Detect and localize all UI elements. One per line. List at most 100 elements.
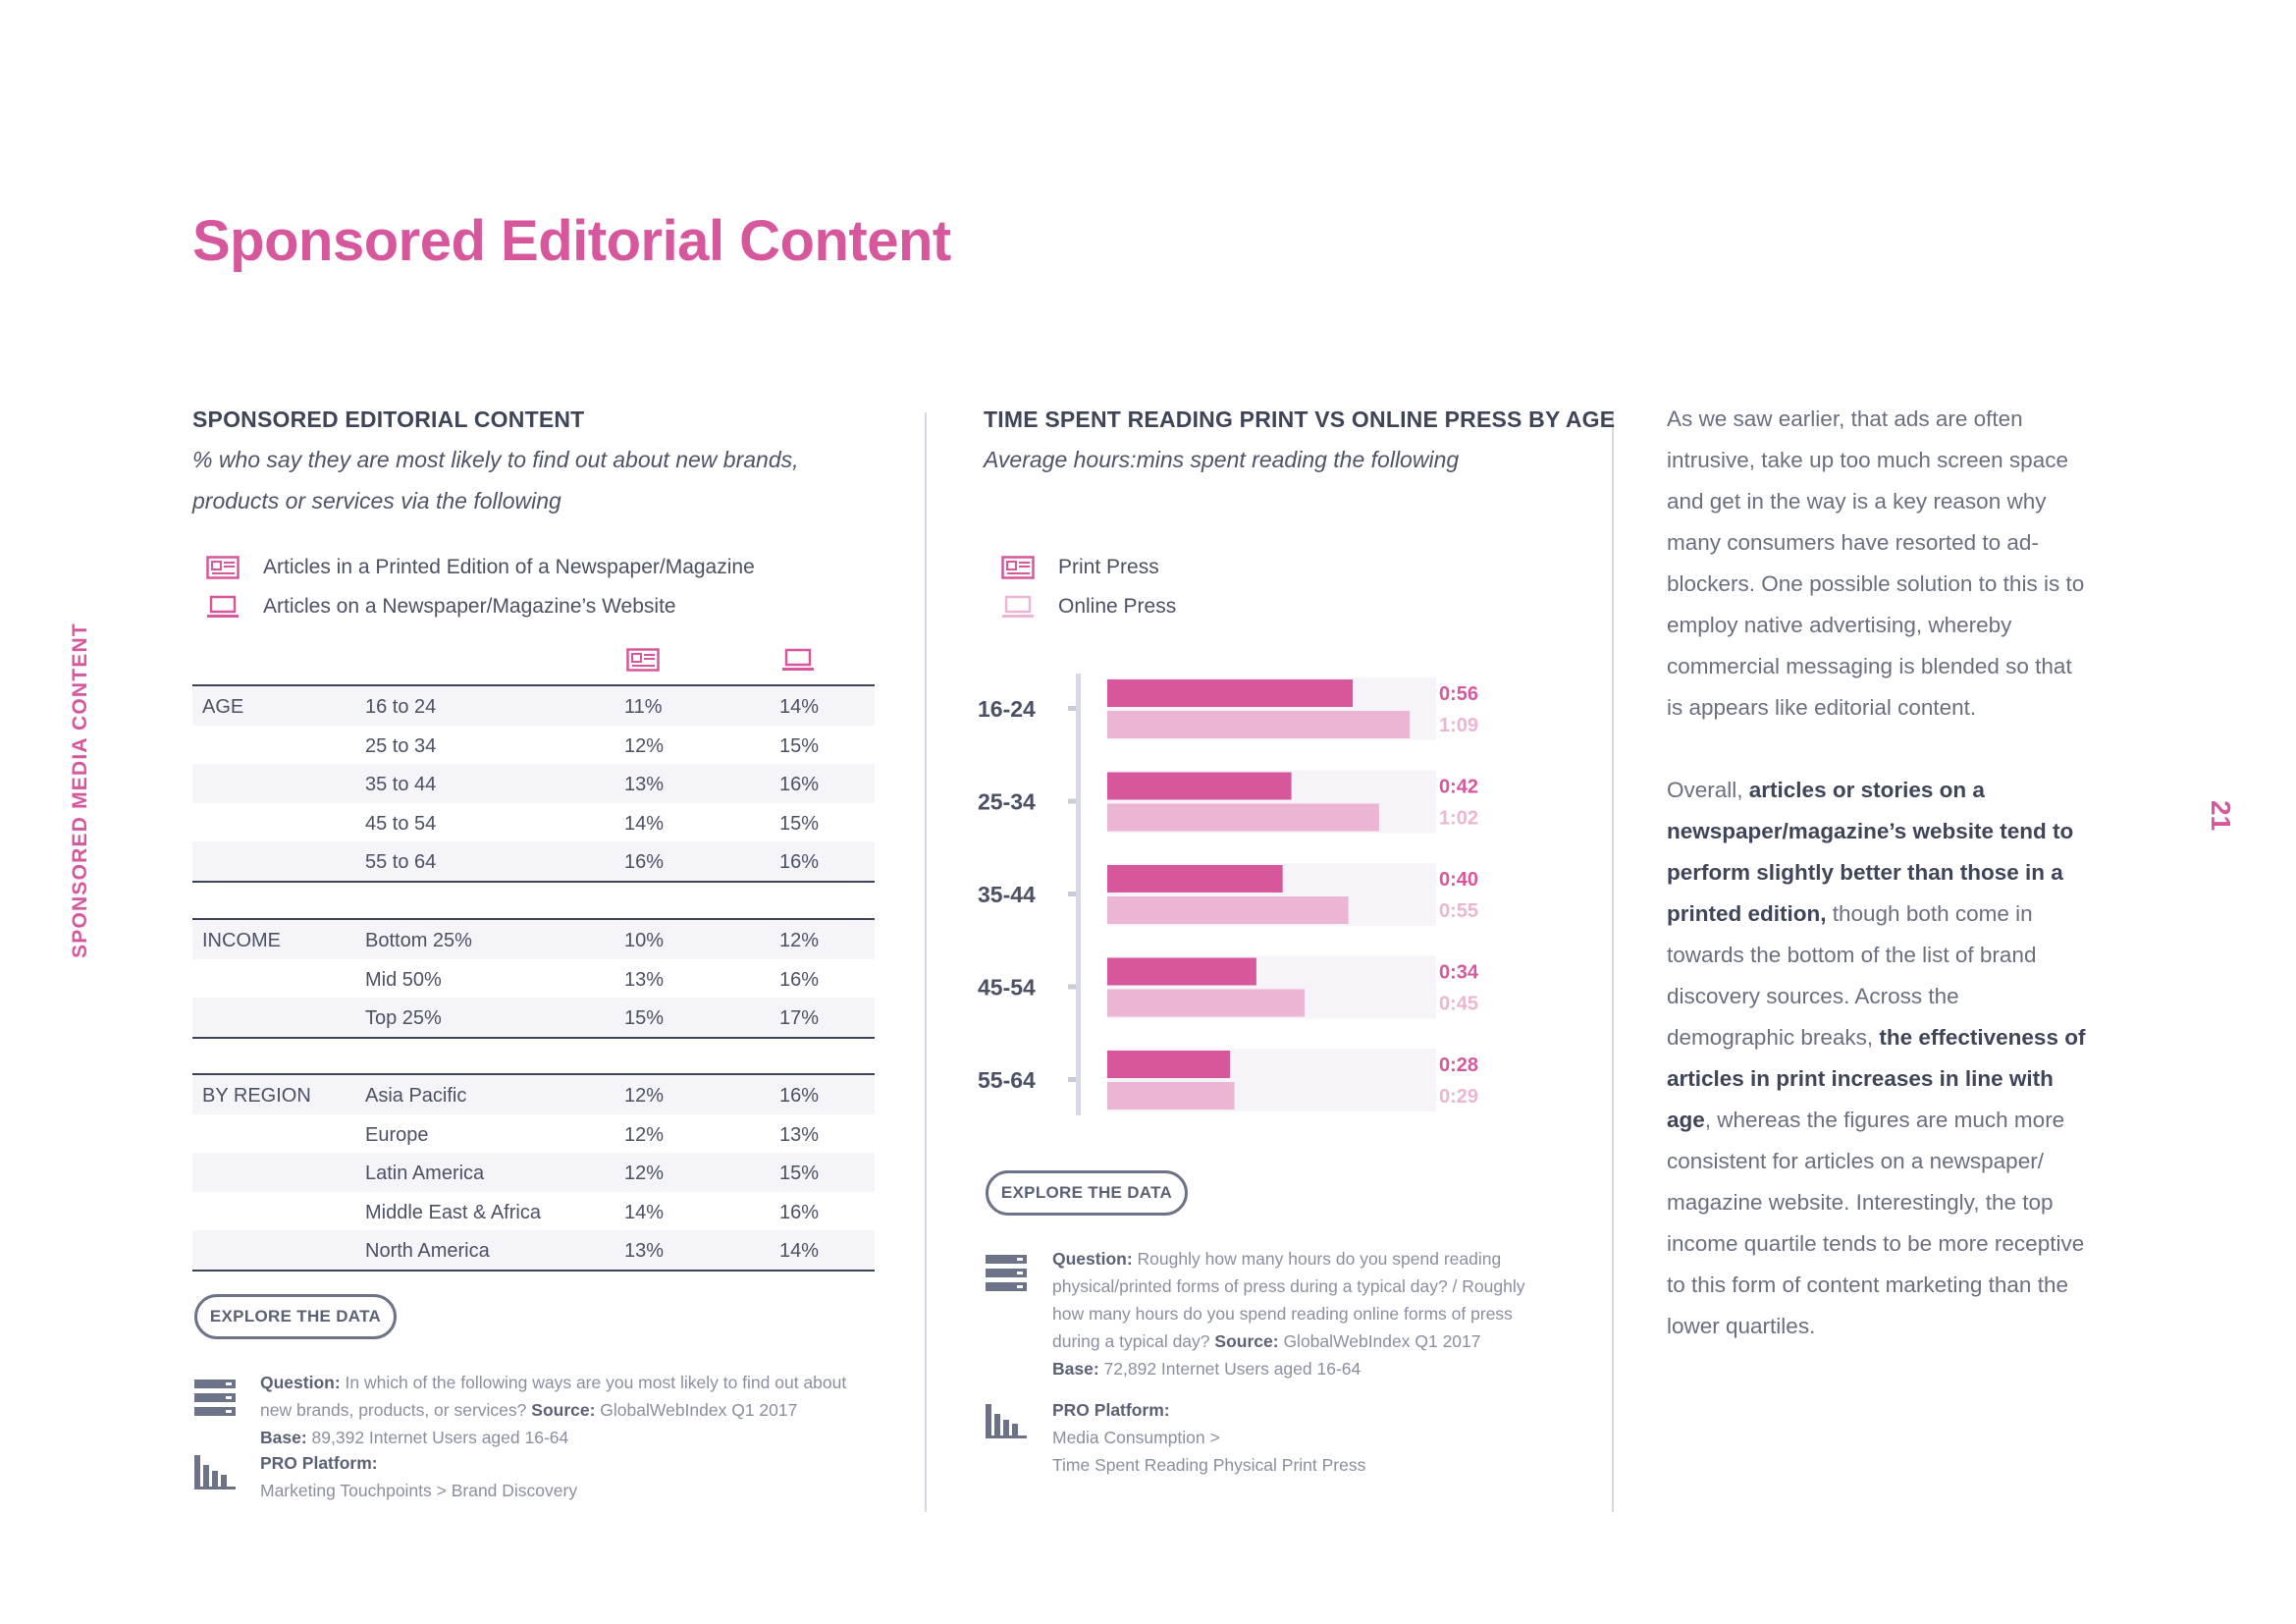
bar-chart-icon xyxy=(194,1455,236,1489)
question-text: during a typical day? xyxy=(1052,1331,1210,1351)
base-text: 72,892 Internet Users aged 16-64 xyxy=(1103,1359,1362,1379)
legend-item-online: Online Press xyxy=(1001,587,1176,626)
online-value: 15% xyxy=(779,1163,820,1185)
time-spent-bar-chart: 16-24 0:56 1:09 25-34 0:42 1:02 35-44 0:40 0:55 4… xyxy=(978,674,1479,1115)
table-divider xyxy=(192,1073,875,1075)
online-value: 16% xyxy=(779,851,820,874)
table-divider xyxy=(192,1036,875,1039)
question-label: Question: xyxy=(1052,1249,1133,1269)
legend-label-print: Articles in a Printed Edition of a Newsp… xyxy=(263,556,755,578)
table-row: 45 to 54 14% 15% xyxy=(192,803,875,842)
newspaper-icon xyxy=(206,556,240,579)
online-value: 14% xyxy=(779,1240,820,1263)
print-value-label: 0:56 xyxy=(1439,683,1478,705)
source-text: GlobalWebIndex Q1 2017 xyxy=(600,1400,798,1420)
table-category: BY REGION xyxy=(202,1085,311,1107)
bar-online-press xyxy=(1107,896,1349,924)
question-label: Question: xyxy=(260,1373,341,1392)
middle-legend: Print Press Online Press xyxy=(1001,548,1176,626)
table-row: Middle East & Africa 14% 16% xyxy=(192,1192,875,1231)
age-category-label: 55-64 xyxy=(978,1067,1036,1093)
table-row: 35 to 44 13% 16% xyxy=(192,764,875,803)
print-value-label: 0:34 xyxy=(1439,962,1479,984)
question-text: how many hours do you spend reading onli… xyxy=(1052,1304,1513,1324)
para-highlight: the effectiveness of articles in print i… xyxy=(1667,1025,2086,1132)
row-label: Top 25% xyxy=(365,1007,442,1030)
age-category-label: 35-44 xyxy=(978,882,1036,907)
online-value: 15% xyxy=(779,812,820,835)
online-value: 16% xyxy=(779,1085,820,1107)
print-value-label: 0:40 xyxy=(1439,869,1478,891)
bar-print-press xyxy=(1107,772,1292,800)
legend-item-print: Articles in a Printed Edition of a Newsp… xyxy=(206,548,755,587)
online-value: 12% xyxy=(779,930,820,951)
left-question-note: Question: In which of the following ways… xyxy=(260,1369,908,1451)
row-label: North America xyxy=(365,1240,490,1263)
explore-data-button[interactable]: EXPLORE THE DATA xyxy=(986,1170,1188,1216)
left-pro-note: PRO Platform: Marketing Touchpoints > Br… xyxy=(260,1449,908,1504)
table-divider xyxy=(192,1269,875,1272)
left-subtitle-line2: products or services via the following xyxy=(192,488,561,514)
table-category: AGE xyxy=(202,696,244,718)
print-value: 13% xyxy=(624,1240,665,1263)
pro-text: Time Spent Reading Physical Print Press xyxy=(1052,1455,1366,1475)
table-category: INCOME xyxy=(202,930,281,951)
bar-print-press xyxy=(1107,1051,1231,1078)
print-value: 14% xyxy=(624,812,665,835)
axis-tick xyxy=(1068,706,1076,711)
legend-label-online-press: Online Press xyxy=(1058,595,1177,618)
age-category-label: 16-24 xyxy=(978,696,1036,722)
table-group-age: AGE 16 to 24 11% 14% 25 to 34 12% 15% 35… xyxy=(192,684,875,883)
para-text: though both come in towards the bottom o… xyxy=(1667,901,2037,1050)
laptop-icon xyxy=(207,595,239,618)
server-icon xyxy=(986,1255,1027,1291)
body-paragraph-2: Overall, articles or stories on a newspa… xyxy=(1667,770,2089,1347)
left-subtitle-line1: % who say they are most likely to find o… xyxy=(192,447,799,472)
online-value: 16% xyxy=(779,968,820,991)
table-row: Europe 12% 13% xyxy=(192,1114,875,1154)
print-value: 12% xyxy=(624,1123,665,1146)
table-divider xyxy=(192,880,875,883)
pro-label: PRO Platform: xyxy=(260,1453,378,1473)
legend-item-print: Print Press xyxy=(1001,548,1176,587)
newspaper-icon xyxy=(1001,556,1035,579)
bar-online-press xyxy=(1107,1082,1235,1110)
question-text: Roughly how many hours do you spend read… xyxy=(1137,1249,1502,1269)
body-paragraph-1: As we saw earlier, that ads are often in… xyxy=(1667,406,2085,720)
print-value: 13% xyxy=(624,968,665,991)
table-group-income: INCOME Bottom 25% 10% 12% Mid 50% 13% 16… xyxy=(192,918,875,1039)
base-text: 89,392 Internet Users aged 16-64 xyxy=(311,1428,569,1447)
online-value: 15% xyxy=(779,734,820,757)
legend-label-print-press: Print Press xyxy=(1058,556,1159,578)
question-text: new brands, products, or services? xyxy=(260,1400,527,1420)
age-category-label: 45-54 xyxy=(978,975,1036,1001)
chart-axis-line xyxy=(1076,674,1081,1115)
online-value-label: 0:55 xyxy=(1439,900,1478,922)
online-value: 13% xyxy=(779,1123,820,1146)
row-label: Mid 50% xyxy=(365,968,442,991)
row-label: 55 to 64 xyxy=(365,851,437,874)
middle-section-subtitle: Average hours:mins spent reading the fol… xyxy=(984,447,1460,472)
online-value-label: 0:45 xyxy=(1439,994,1478,1015)
print-value: 10% xyxy=(624,930,665,951)
laptop-icon xyxy=(1002,595,1034,618)
row-label: 16 to 24 xyxy=(365,696,437,718)
left-legend: Articles in a Printed Edition of a Newsp… xyxy=(206,548,755,626)
para-text: , whereas the figures are much more cons… xyxy=(1667,1108,2085,1338)
pro-text: Marketing Touchpoints > Brand Discovery xyxy=(260,1481,578,1500)
online-value: 16% xyxy=(779,774,820,796)
bar-online-press xyxy=(1107,711,1411,738)
legend-item-online: Articles on a Newspaper/Magazine’s Websi… xyxy=(206,587,755,626)
table-row: BY REGION Asia Pacific 12% 16% xyxy=(192,1075,875,1114)
print-value: 16% xyxy=(624,851,665,874)
column-divider-right xyxy=(1612,412,1614,1512)
row-label: Europe xyxy=(365,1123,429,1146)
row-label: Asia Pacific xyxy=(365,1085,467,1107)
column-divider-left xyxy=(925,412,927,1512)
row-label: Latin America xyxy=(365,1163,485,1185)
age-category-label: 25-34 xyxy=(978,789,1036,815)
bar-online-press xyxy=(1107,989,1305,1017)
online-value: 17% xyxy=(779,1007,820,1030)
explore-data-button[interactable]: EXPLORE THE DATA xyxy=(194,1294,397,1339)
axis-tick xyxy=(1068,892,1076,896)
